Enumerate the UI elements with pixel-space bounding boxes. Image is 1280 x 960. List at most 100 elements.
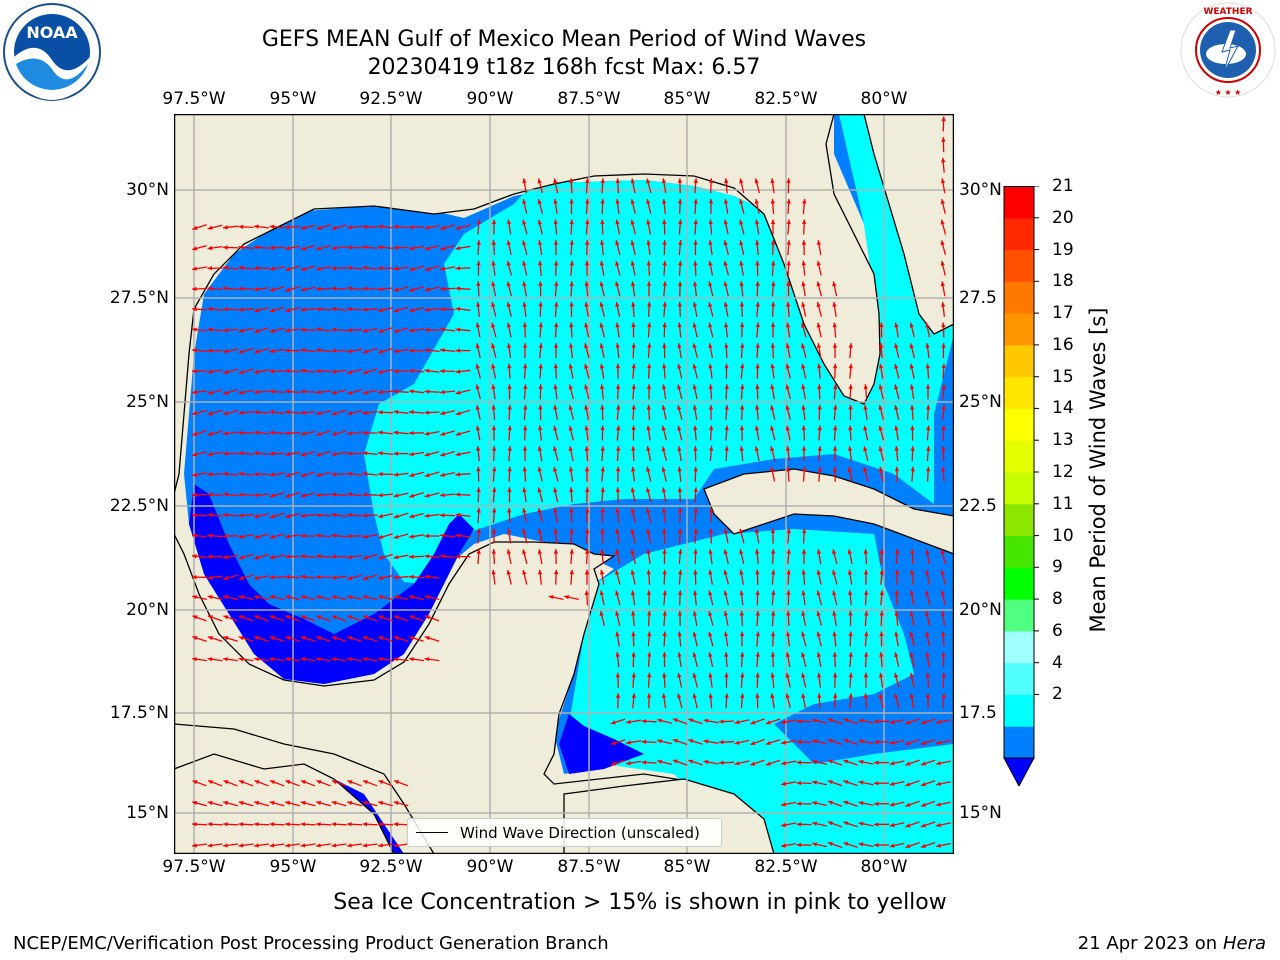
wind-wave-arrow <box>832 590 838 606</box>
wind-wave-arrow <box>223 286 238 291</box>
wind-wave-arrow <box>393 512 409 519</box>
wind-wave-arrow <box>827 821 843 828</box>
wind-wave-arrow <box>440 430 455 436</box>
wind-wave-arrow <box>523 363 528 379</box>
wind-wave-arrow <box>863 569 869 585</box>
wind-wave-arrow <box>207 306 223 312</box>
wind-wave-arrow <box>692 343 699 358</box>
wind-wave-arrow <box>920 841 936 849</box>
wind-wave-arrow <box>269 657 285 662</box>
wind-wave-arrow <box>832 610 837 626</box>
wind-wave-arrow <box>378 553 393 560</box>
wind-wave-arrow <box>315 369 332 374</box>
wind-wave-arrow <box>723 240 730 256</box>
wind-wave-arrow <box>873 781 890 786</box>
wind-wave-arrow <box>569 281 574 297</box>
wind-wave-arrow <box>455 409 471 416</box>
wind-wave-arrow <box>331 615 347 622</box>
wind-wave-arrow <box>770 425 776 441</box>
wind-wave-arrow <box>630 178 636 194</box>
wind-wave-arrow <box>925 549 931 565</box>
wind-wave-arrow <box>708 343 714 359</box>
wind-wave-arrow <box>631 301 636 317</box>
wind-wave-arrow <box>408 410 425 415</box>
wind-wave-arrow <box>816 569 822 585</box>
wind-wave-arrow <box>646 384 652 400</box>
wind-wave-arrow <box>879 569 884 585</box>
wind-wave-arrow <box>300 657 316 662</box>
wind-wave-arrow <box>672 718 688 725</box>
wind-wave-arrow <box>207 224 223 230</box>
credit-text: NCEP/EMC/Verification Post Processing Pr… <box>13 933 609 954</box>
wind-wave-arrow <box>439 533 456 538</box>
wind-wave-arrow <box>599 610 606 626</box>
wind-wave-arrow <box>718 760 735 765</box>
svg-text:★ ★ ★: ★ ★ ★ <box>1215 88 1242 97</box>
wind-wave-arrow <box>285 843 300 848</box>
wind-wave-arrow <box>677 178 683 194</box>
wind-wave-arrow <box>269 472 285 477</box>
wind-wave-arrow <box>346 471 363 477</box>
lon-label-bottom: 92.5°W <box>359 857 423 877</box>
wind-wave-arrow <box>802 528 807 544</box>
wind-wave-arrow <box>833 425 838 441</box>
wind-wave-arrow <box>755 672 760 688</box>
wind-wave-arrow <box>894 466 900 482</box>
colorbar-extend-triangle <box>1003 757 1035 788</box>
wind-wave-arrow <box>408 554 425 559</box>
wind-wave-arrow <box>661 404 667 420</box>
wind-wave-arrow <box>222 225 239 230</box>
wind-wave-arrow <box>254 347 269 354</box>
wind-wave-arrow <box>537 487 544 503</box>
wind-wave-arrow <box>455 492 471 497</box>
wind-wave-arrow <box>858 718 874 724</box>
wind-wave-arrow <box>755 343 760 359</box>
wind-wave-arrow <box>848 672 853 688</box>
wind-wave-arrow <box>770 322 776 338</box>
wind-wave-arrow <box>926 446 931 462</box>
wind-wave-arrow <box>661 487 667 503</box>
wind-wave-arrow <box>315 286 332 292</box>
wind-wave-arrow <box>646 281 652 297</box>
wind-wave-arrow <box>755 590 760 606</box>
wind-wave-arrow <box>646 446 652 462</box>
wind-wave-arrow <box>786 569 791 585</box>
colorbar-segment <box>1004 599 1034 632</box>
wind-wave-arrow <box>192 533 207 538</box>
wind-wave-arrow <box>584 569 590 585</box>
wind-wave-arrow <box>362 224 378 230</box>
wind-wave-arrow <box>269 512 285 519</box>
wind-wave-arrow <box>222 533 239 539</box>
wind-wave-arrow <box>409 657 424 662</box>
wind-wave-arrow <box>553 528 558 544</box>
wind-wave-arrow <box>455 224 471 230</box>
wind-wave-arrow <box>647 672 652 688</box>
wind-wave-arrow <box>377 410 394 415</box>
wind-wave-arrow <box>708 281 714 297</box>
wind-wave-arrow <box>300 636 316 642</box>
wind-wave-arrow <box>848 425 853 441</box>
wind-wave-arrow <box>424 636 440 642</box>
wind-wave-arrow <box>816 260 822 276</box>
wind-wave-arrow <box>476 260 481 276</box>
wind-wave-arrow <box>936 801 951 807</box>
wind-wave-arrow <box>393 554 409 560</box>
wind-wave-arrow <box>207 348 223 353</box>
wind-wave-arrow <box>455 512 471 518</box>
wind-wave-arrow <box>905 718 920 725</box>
wind-wave-arrow <box>703 718 719 724</box>
wind-wave-arrow <box>300 327 316 333</box>
wind-wave-arrow <box>801 693 807 709</box>
wind-wave-arrow <box>254 224 269 229</box>
wind-wave-arrow <box>812 842 827 848</box>
wind-wave-arrow <box>785 322 791 338</box>
colorbar-tick-label: 4 <box>1052 652 1063 673</box>
wind-wave-arrow <box>610 718 626 725</box>
wind-wave-arrow <box>347 636 362 642</box>
wind-wave-arrow <box>393 389 409 394</box>
wind-wave-arrow <box>222 348 239 354</box>
wind-wave-arrow <box>192 843 207 848</box>
wind-wave-arrow <box>909 610 915 626</box>
wind-wave-arrow <box>615 384 621 400</box>
wind-wave-arrow <box>863 425 869 441</box>
